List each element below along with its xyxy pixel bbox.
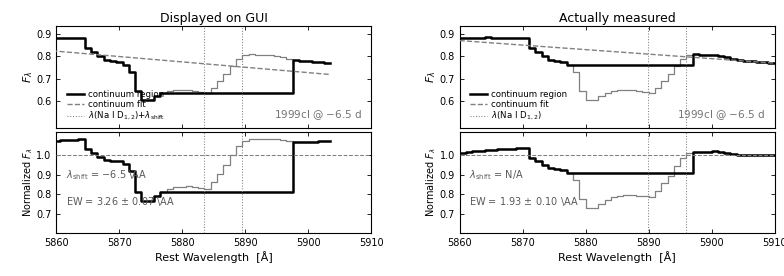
Y-axis label: $F_\lambda$: $F_\lambda$: [21, 71, 34, 83]
Text: $\lambda_{\mathrm{shift}}$ = $-$6.5 \AA: $\lambda_{\mathrm{shift}}$ = $-$6.5 \AA: [66, 169, 147, 182]
Text: 1999cl @ $-$6.5 d: 1999cl @ $-$6.5 d: [274, 108, 362, 122]
Y-axis label: $F_\lambda$: $F_\lambda$: [424, 71, 438, 83]
Y-axis label: Normalized $F_\lambda$: Normalized $F_\lambda$: [21, 148, 34, 217]
X-axis label: Rest Wavelength  [Å]: Rest Wavelength [Å]: [558, 251, 676, 263]
Text: EW = 1.93 $\pm$ 0.10 \AA: EW = 1.93 $\pm$ 0.10 \AA: [469, 195, 579, 208]
Title: Displayed on GUI: Displayed on GUI: [160, 12, 268, 25]
Text: $\lambda_{\mathrm{shift}}$ = N/A: $\lambda_{\mathrm{shift}}$ = N/A: [469, 169, 524, 182]
Text: EW = 3.26 $\pm$ 0.07 \AA: EW = 3.26 $\pm$ 0.07 \AA: [66, 195, 175, 208]
Legend: continuum region, continuum fit, $\lambda$(Na I D$_{1,2}$): continuum region, continuum fit, $\lambd…: [470, 89, 567, 122]
X-axis label: Rest Wavelength  [Å]: Rest Wavelength [Å]: [155, 251, 273, 263]
Text: 1999cl @ $-$6.5 d: 1999cl @ $-$6.5 d: [677, 108, 765, 122]
Y-axis label: Normalized $F_\lambda$: Normalized $F_\lambda$: [424, 148, 438, 217]
Title: Actually measured: Actually measured: [559, 12, 676, 25]
Legend: continuum region, continuum fit, $\lambda$(Na I D$_{1,2}$)+$\lambda_{\mathrm{shi: continuum region, continuum fit, $\lambd…: [67, 89, 165, 122]
